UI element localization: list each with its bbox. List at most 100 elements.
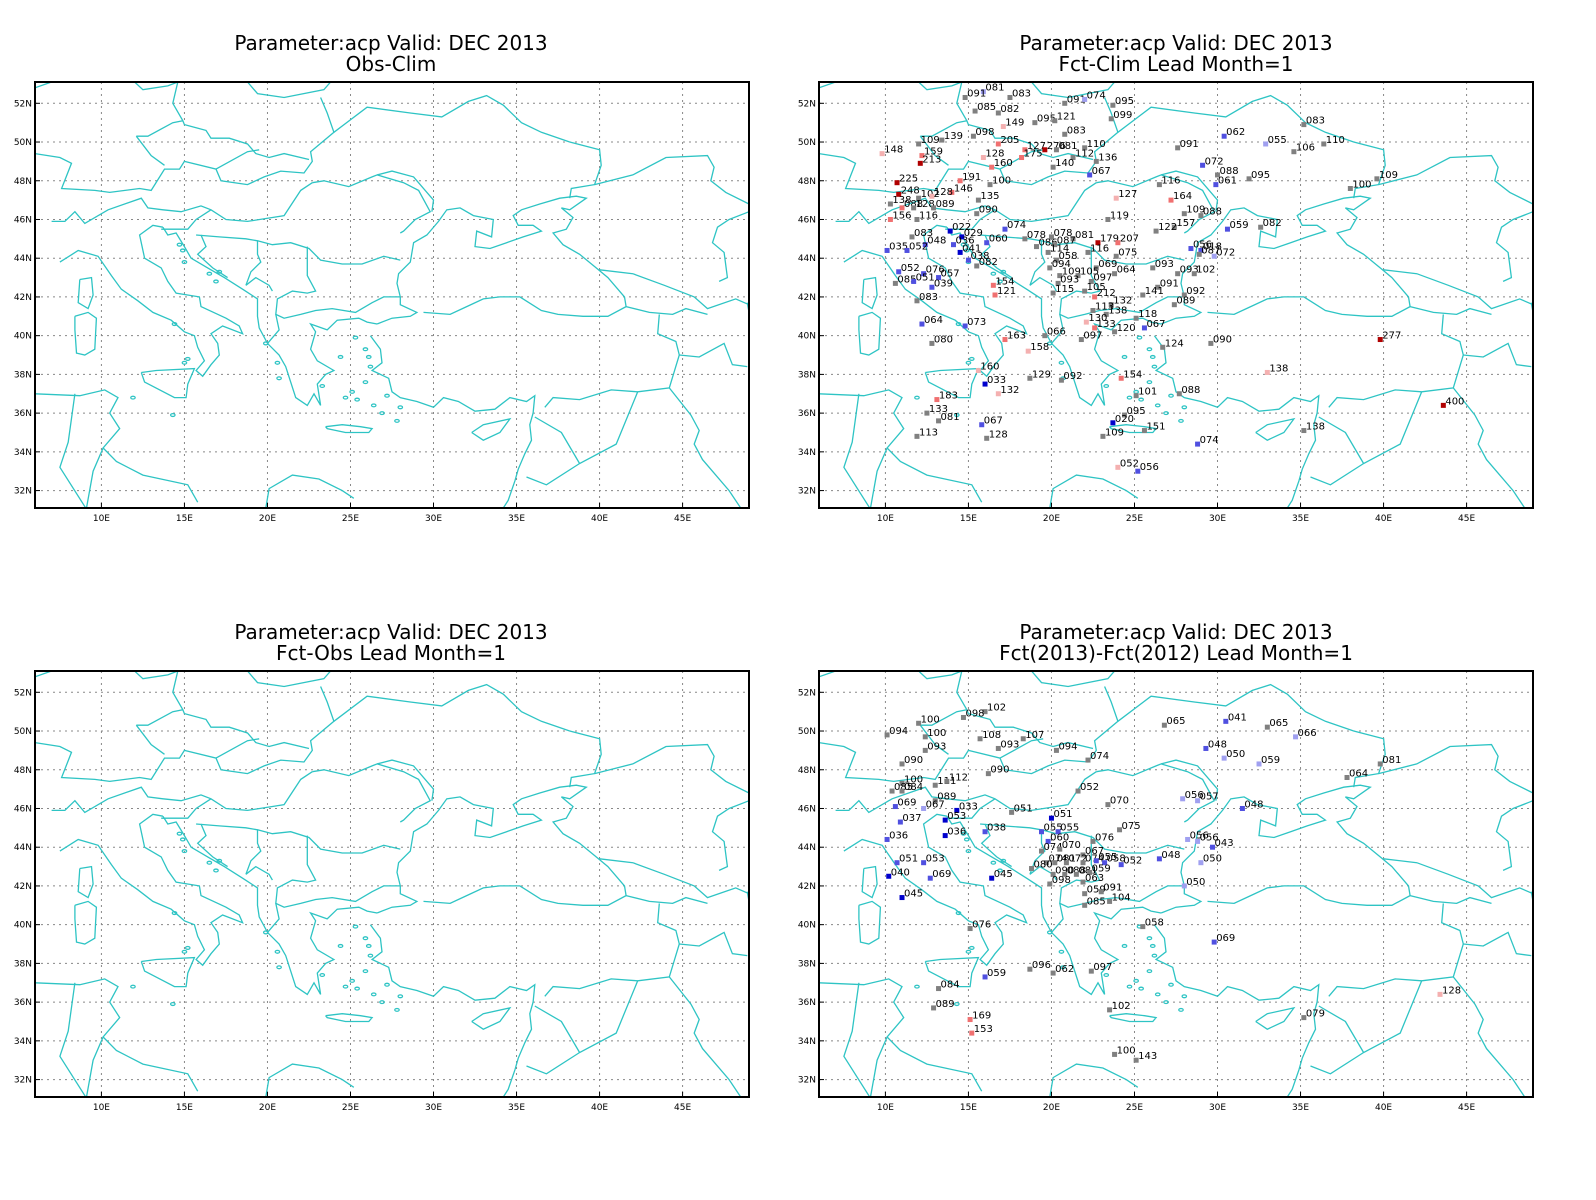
lon-tick-label: 15E	[960, 514, 977, 524]
coastline	[74, 311, 98, 356]
island	[955, 321, 962, 327]
island	[367, 364, 374, 369]
station-value-label: 128	[1442, 985, 1461, 996]
lon-tick-label: 40E	[591, 1103, 608, 1113]
station-marker	[1048, 234, 1054, 240]
station-marker	[894, 180, 900, 186]
station-marker	[1093, 265, 1099, 271]
station-value-label: 018	[1203, 241, 1222, 252]
coastline	[843, 982, 871, 1097]
coastline	[267, 314, 280, 344]
lon-tick-label: 30E	[425, 514, 442, 524]
station-value-label: 109	[1062, 267, 1081, 278]
station-marker	[931, 205, 937, 211]
station-marker	[911, 205, 917, 211]
station-value-label: 091	[1067, 94, 1086, 105]
station-marker	[932, 782, 938, 788]
island	[1154, 403, 1161, 408]
station-value-label: 083	[919, 292, 938, 303]
station-value-label: 058	[1058, 251, 1077, 262]
lat-tick-label: 44N	[14, 843, 32, 853]
station-value-label: 139	[944, 131, 963, 142]
lat-tick-label: 44N	[798, 843, 816, 853]
station-value-label: 074	[1087, 90, 1106, 101]
station-value-label: 067	[984, 416, 1003, 427]
station-value-label: 052	[1080, 782, 1099, 793]
island	[963, 248, 970, 253]
station-value-label: 055	[1268, 135, 1287, 146]
station-value-label: 109	[1379, 170, 1398, 181]
station-marker	[1055, 829, 1061, 835]
coastline	[172, 82, 310, 161]
island	[1178, 418, 1184, 423]
station-value-label: 083	[1012, 88, 1031, 99]
coastline	[376, 170, 435, 212]
island	[397, 994, 404, 999]
station-value-label: 057	[1200, 792, 1219, 803]
station-value-label: 058	[1145, 918, 1164, 929]
coastline	[1153, 924, 1320, 1097]
map-frame	[34, 81, 750, 509]
coastline	[1378, 743, 1533, 794]
station-value-label: 055	[1044, 823, 1063, 834]
coastline	[140, 367, 196, 399]
station-value-label: 066	[1298, 728, 1317, 739]
coastline	[1117, 683, 1386, 788]
coastline	[161, 798, 212, 819]
island	[1121, 354, 1128, 360]
island	[176, 831, 183, 836]
coastline	[1059, 835, 1185, 908]
station-value-label: 104	[1112, 892, 1131, 903]
station-marker	[1175, 145, 1181, 151]
lat-tick-label: 48N	[798, 766, 816, 776]
station-marker	[982, 381, 988, 387]
station-marker	[1191, 271, 1197, 277]
island	[1046, 930, 1053, 935]
station-marker	[1075, 273, 1081, 279]
station-value-label: 074	[1048, 854, 1067, 865]
island	[216, 858, 223, 863]
station-marker	[1073, 871, 1079, 877]
map-frame	[818, 670, 1534, 1098]
station-value-label: 095	[1115, 96, 1134, 107]
station-marker	[1221, 133, 1227, 139]
station-value-label: 060	[989, 234, 1008, 245]
station-marker	[917, 160, 923, 166]
station-marker	[899, 205, 905, 211]
station-marker	[1211, 253, 1217, 259]
island	[997, 279, 1003, 284]
station-marker	[1070, 236, 1076, 242]
coastline	[275, 246, 401, 319]
station-marker	[1133, 1057, 1139, 1063]
station-marker	[995, 110, 1001, 116]
lat-tick-label: 50N	[14, 727, 32, 737]
station-value-label: 064	[1117, 265, 1136, 276]
station-marker	[969, 1030, 975, 1036]
island	[352, 924, 359, 929]
station-marker	[1019, 155, 1025, 161]
station-marker	[1208, 340, 1214, 346]
station-marker	[1082, 288, 1088, 294]
station-marker	[1020, 736, 1026, 742]
station-value-label: 116	[919, 210, 938, 221]
coastline	[1255, 1006, 1296, 1030]
station-marker	[1080, 852, 1086, 858]
coastline	[376, 784, 627, 914]
lon-tick-label: 20E	[1043, 1103, 1060, 1113]
station-value-label: 053	[926, 854, 945, 865]
lon-tick-label: 20E	[259, 514, 276, 524]
station-value-label: 051	[1053, 809, 1072, 820]
station-value-label: 128	[985, 149, 1004, 160]
island	[1151, 364, 1158, 369]
island	[352, 335, 359, 340]
lat-tick-label: 34N	[14, 448, 32, 458]
station-marker	[1110, 420, 1116, 426]
coastline	[918, 671, 963, 680]
island	[184, 945, 191, 950]
island	[337, 943, 344, 949]
station-marker	[1246, 176, 1252, 182]
coastline	[1153, 335, 1320, 508]
station-marker	[949, 189, 955, 195]
station-marker	[1437, 991, 1443, 997]
